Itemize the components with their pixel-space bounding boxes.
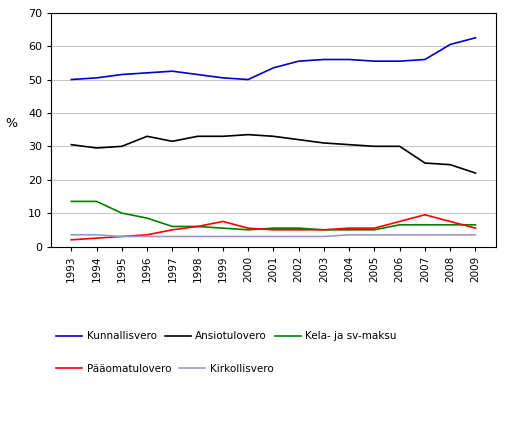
Y-axis label: %: %: [5, 116, 17, 130]
Legend: Pääomatulovero, Kirkollisvero: Pääomatulovero, Kirkollisvero: [56, 364, 273, 374]
